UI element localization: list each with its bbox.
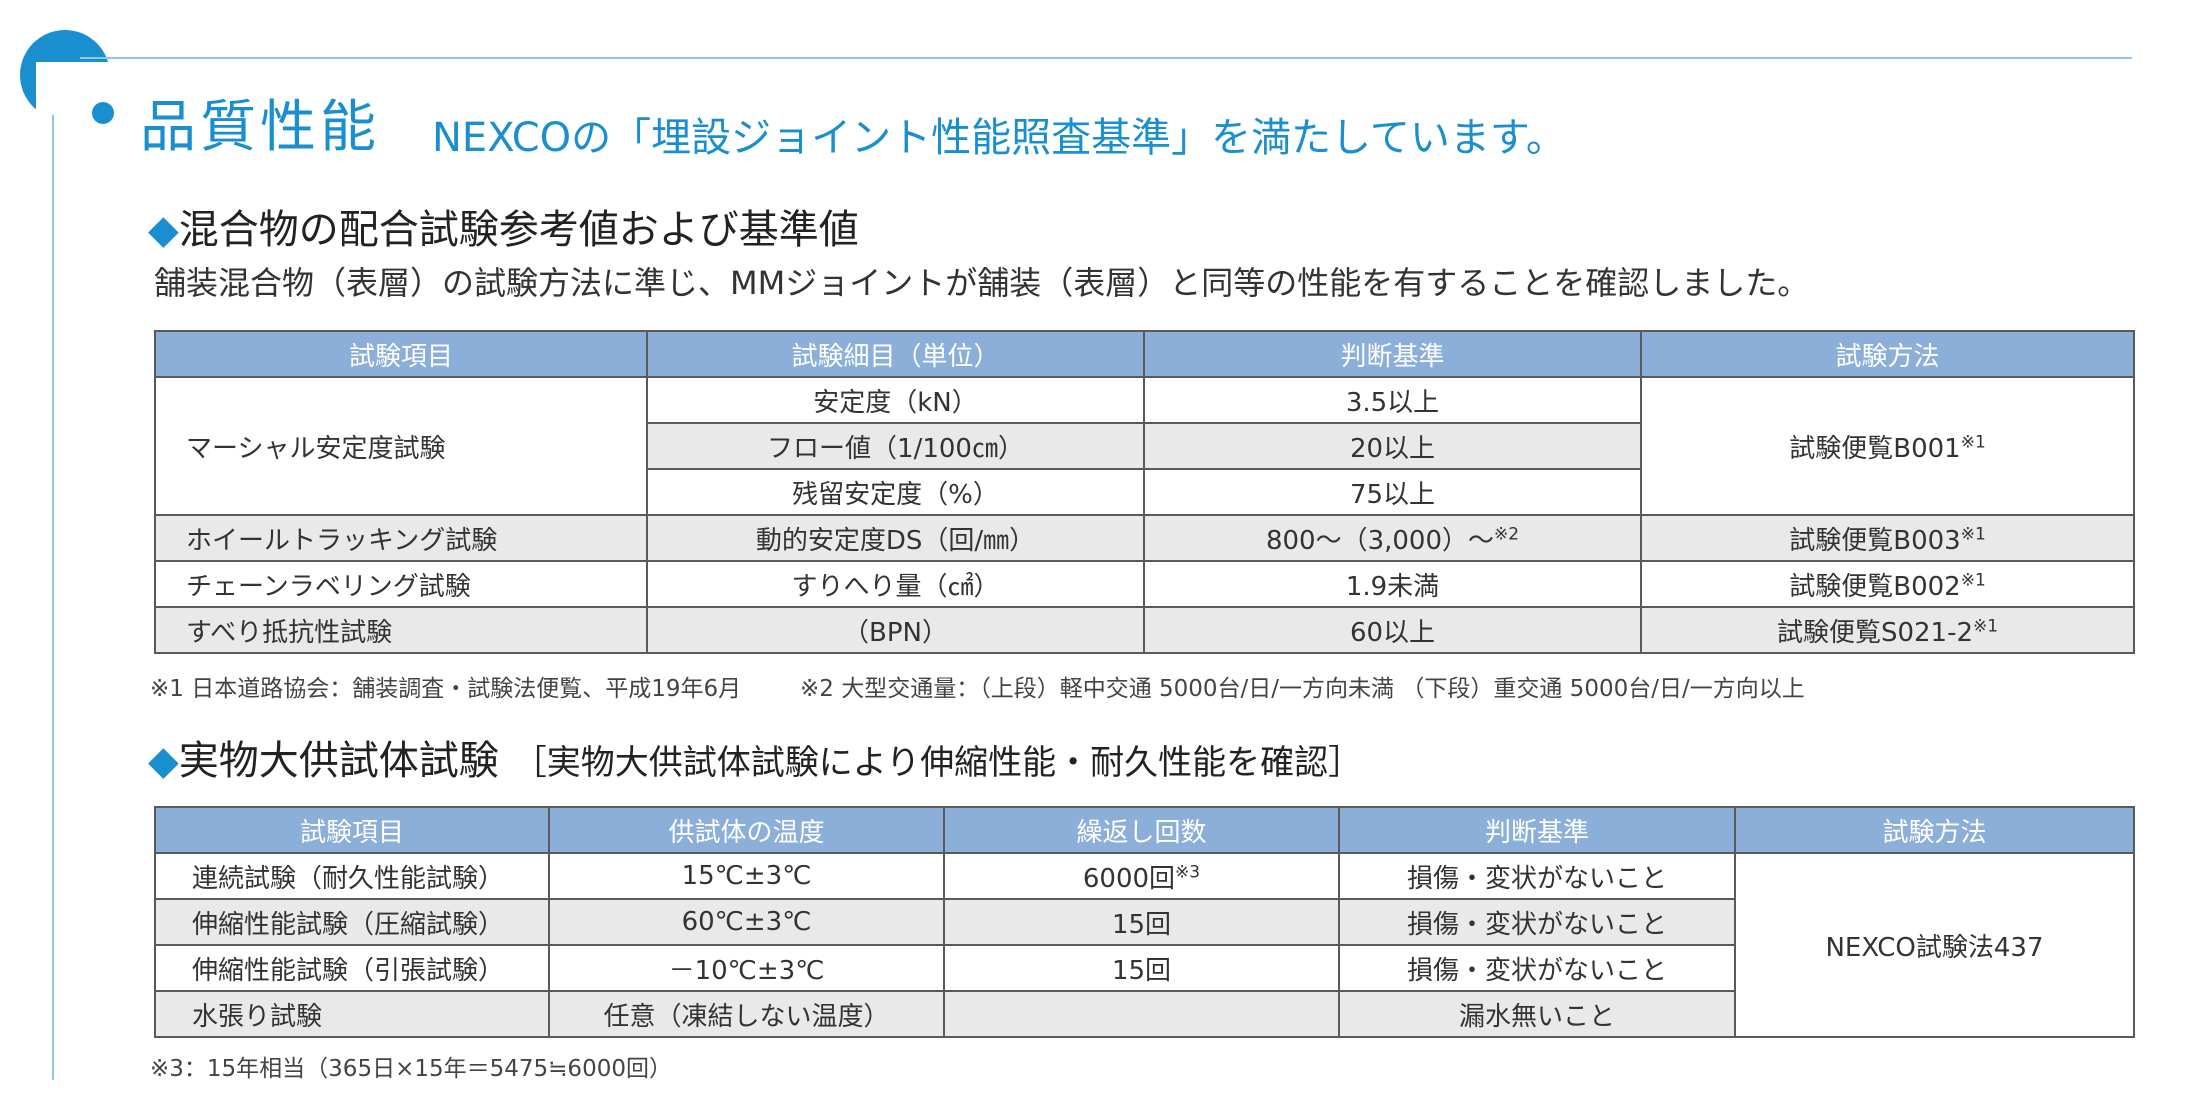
count-cell: 15回: [943, 944, 1340, 992]
table-row: フロー値（1/100㎝） 20以上: [155, 422, 2134, 470]
title-bullet-icon: [92, 102, 114, 124]
method-text: 試験便覧B003: [1789, 525, 1961, 556]
count-cell: 6000回※3: [943, 852, 1340, 900]
criteria-text: 800～（3,000）～: [1265, 525, 1494, 556]
section2-heading: ◆実物大供試体試験 ［実物大供試体試験により伸縮性能・耐久性能を確認］: [148, 734, 1362, 790]
count-text: 6000回: [1082, 863, 1176, 894]
temperature-cell: 15℃±3℃: [548, 852, 945, 900]
criteria-cell: 3.5以上: [1143, 376, 1642, 424]
test-item-cell: ホイールトラッキング試験: [154, 514, 648, 562]
footnote-marker: ※1: [1973, 615, 1999, 636]
footnote-marker: ※1: [1960, 569, 1986, 590]
test-item-cell: すべり抵抗性試験: [154, 606, 648, 654]
table-row: 伸縮性能試験（圧縮試験） 60℃±3℃ 15回 損傷・変状がないこと: [154, 898, 2134, 946]
column-header: 供試体の温度: [548, 806, 945, 854]
footnote-marker: ※2: [1494, 523, 1520, 544]
criteria-cell: 漏水無いこと: [1338, 990, 1736, 1038]
column-header: 試験細目（単位）: [646, 330, 1145, 378]
page-subtitle: NEXCOの「埋設ジョイント性能照査基準」を満たしています。: [432, 115, 1566, 161]
column-header: 試験項目: [154, 806, 550, 854]
method-cell: 試験便覧S021-2※1: [1640, 606, 2135, 654]
footnote-3: ※3：15年相当（365日×15年＝5475≒6000回）: [150, 1056, 672, 1082]
column-header: 試験方法: [1734, 806, 2135, 854]
detail-cell: フロー値（1/100㎝）: [646, 422, 1145, 470]
method-cell: NEXCO試験法437: [1734, 852, 2135, 1038]
criteria-cell: 損傷・変状がないこと: [1338, 944, 1736, 992]
count-cell: 15回: [943, 898, 1340, 946]
detail-cell: すりへり量（㎠）: [646, 560, 1145, 608]
criteria-cell: 1.9未満: [1143, 560, 1642, 608]
count-cell: [943, 990, 1340, 1038]
footnote-1: ※1 日本道路協会：舗装調査・試験法便覧、平成19年6月: [150, 676, 742, 702]
test-item-cell: チェーンラベリング試験: [154, 560, 648, 608]
section2-heading-text: 実物大供試体試験: [178, 738, 499, 784]
criteria-cell: 20以上: [1143, 422, 1642, 470]
full-scale-test-table: 試験項目 供試体の温度 繰返し回数 判断基準 試験方法 連続試験（耐久性能試験）…: [154, 806, 2135, 1038]
criteria-cell: 損傷・変状がないこと: [1338, 852, 1736, 900]
column-header: 判断基準: [1338, 806, 1736, 854]
table-row: 連続試験（耐久性能試験） 15℃±3℃ 6000回※3 損傷・変状がないこと N…: [154, 852, 2135, 1038]
method-text: 試験便覧S021-2: [1776, 617, 1973, 648]
section1-description: 舗装混合物（表層）の試験方法に準じ、MMジョイントが舗装（表層）と同等の性能を有…: [154, 264, 1810, 302]
criteria-cell: 60以上: [1143, 606, 1642, 654]
table-row: 残留安定度（%） 75以上: [155, 468, 2134, 516]
table-header-row: 試験項目 供試体の温度 繰返し回数 判断基準 試験方法: [154, 806, 2135, 854]
method-cell: 試験便覧B001※1: [1640, 376, 2135, 516]
table-row: 伸縮性能試験（引張試験） －10℃±3℃ 15回 損傷・変状がないこと: [154, 944, 2134, 992]
method-text: 試験便覧B002: [1789, 571, 1961, 602]
footnote-marker: ※1: [1960, 523, 1986, 544]
left-divider-line: [52, 115, 54, 1080]
footnote-2: ※2 大型交通量：（上段）軽中交通 5000台/日/一方向未満 （下段）重交通 …: [800, 676, 1805, 702]
column-header: 試験項目: [154, 330, 648, 378]
mix-test-table: 試験項目 試験細目（単位） 判断基準 試験方法 マーシャル安定度試験 安定度（k…: [154, 330, 2135, 654]
criteria-cell: 800～（3,000）～※2: [1143, 514, 1642, 562]
footnote-marker: ※3: [1175, 861, 1201, 882]
column-header: 判断基準: [1143, 330, 1642, 378]
detail-cell: （BPN）: [646, 606, 1145, 654]
temperature-cell: －10℃±3℃: [548, 944, 945, 992]
detail-cell: 残留安定度（%）: [646, 468, 1145, 516]
table-header-row: 試験項目 試験細目（単位） 判断基準 試験方法: [154, 330, 2135, 378]
temperature-cell: 60℃±3℃: [548, 898, 945, 946]
section2-heading-sub: ［実物大供試体試験により伸縮性能・耐久性能を確認］: [512, 743, 1363, 783]
method-text: 試験便覧B001: [1789, 433, 1961, 464]
table-row: 水張り試験 任意（凍結しない温度） 漏水無いこと: [154, 990, 2134, 1038]
section1-heading: ◆混合物の配合試験参考値および基準値: [148, 203, 859, 257]
column-header: 繰返し回数: [943, 806, 1340, 854]
test-item-cell: 水張り試験: [154, 990, 550, 1038]
column-header: 試験方法: [1640, 330, 2135, 378]
diamond-icon: ◆: [148, 738, 179, 784]
method-cell: 試験便覧B002※1: [1640, 560, 2135, 608]
section1-heading-text: 混合物の配合試験参考値および基準値: [178, 207, 859, 253]
test-item-cell: マーシャル安定度試験: [154, 376, 648, 516]
test-item-cell: 伸縮性能試験（圧縮試験）: [154, 898, 550, 946]
table-row: すべり抵抗性試験 （BPN） 60以上 試験便覧S021-2※1: [154, 606, 2135, 654]
diamond-icon: ◆: [148, 207, 179, 253]
table-row: マーシャル安定度試験 安定度（kN） 3.5以上 試験便覧B001※1: [154, 376, 2135, 516]
method-cell: 試験便覧B003※1: [1640, 514, 2135, 562]
detail-cell: 安定度（kN）: [646, 376, 1145, 424]
page-title: 品質性能: [140, 95, 380, 160]
test-item-cell: 伸縮性能試験（引張試験）: [154, 944, 550, 992]
criteria-cell: 75以上: [1143, 468, 1642, 516]
top-divider-line: [80, 57, 2132, 59]
table-row: ホイールトラッキング試験 動的安定度DS（回/㎜） 800～（3,000）～※2…: [154, 514, 2135, 562]
footnote-marker: ※1: [1960, 431, 1986, 452]
temperature-cell: 任意（凍結しない温度）: [548, 990, 945, 1038]
detail-cell: 動的安定度DS（回/㎜）: [646, 514, 1145, 562]
test-item-cell: 連続試験（耐久性能試験）: [154, 852, 550, 900]
criteria-cell: 損傷・変状がないこと: [1338, 898, 1736, 946]
table-row: チェーンラベリング試験 すりへり量（㎠） 1.9未満 試験便覧B002※1: [154, 560, 2135, 608]
